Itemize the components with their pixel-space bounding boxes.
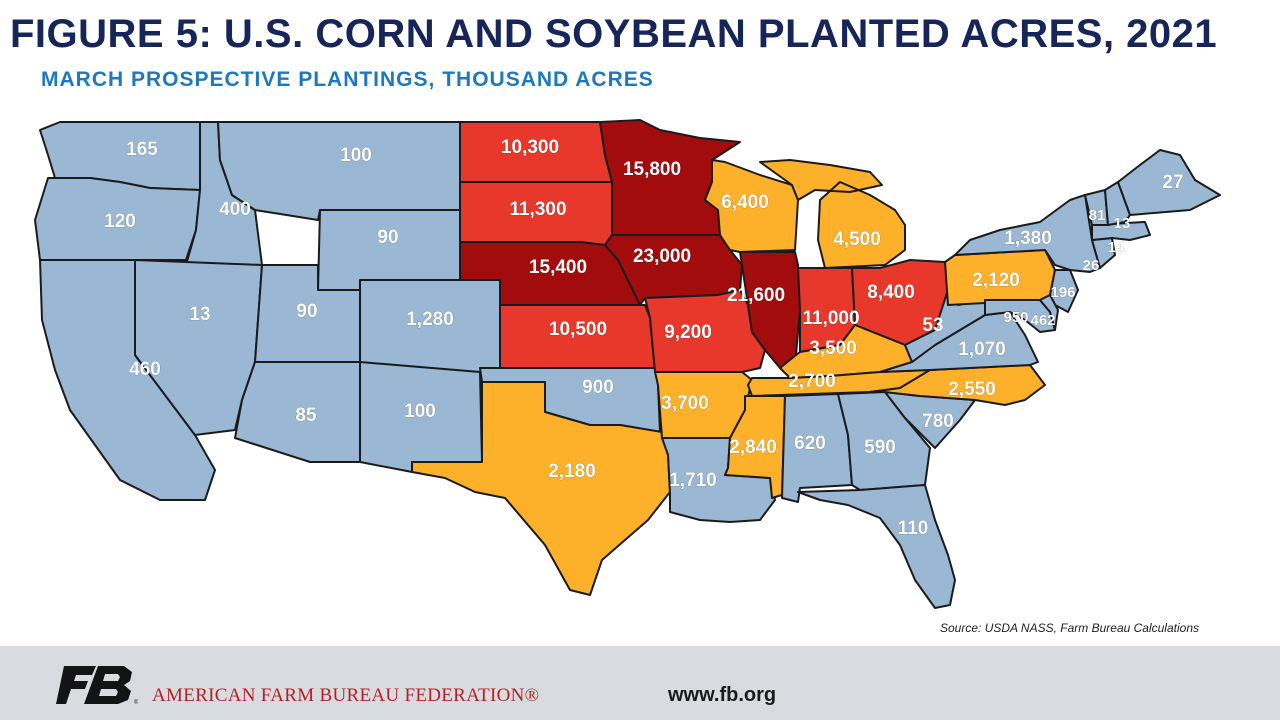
value-label-TX: 2,180 [548, 461, 596, 482]
value-label-NH: 13 [1114, 215, 1131, 232]
value-label-CO: 1,280 [406, 309, 454, 330]
source-note: Source: USDA NASS, Farm Bureau Calculati… [940, 621, 1199, 635]
fb-logo: ® [56, 664, 139, 706]
footer-bar: ® AMERICAN FARM BUREAU FEDERATION® www.f… [0, 646, 1280, 720]
value-label-VT: 81 [1089, 207, 1106, 224]
value-label-NJ: 196 [1050, 284, 1075, 301]
state-MI [759, 159, 906, 269]
state-FL [797, 484, 956, 609]
value-label-AR: 3,700 [661, 393, 709, 414]
value-label-MT: 100 [340, 145, 372, 166]
value-label-PA: 2,120 [972, 270, 1020, 291]
state-NH [1104, 181, 1131, 226]
value-label-NM: 100 [404, 401, 436, 422]
state-NC [869, 364, 1046, 406]
value-label-GA: 590 [864, 437, 896, 458]
value-label-ND: 10,300 [501, 137, 559, 158]
value-label-LA: 1,710 [669, 470, 717, 491]
value-label-NV: 13 [189, 304, 210, 325]
state-ME [1117, 149, 1221, 216]
page-title: FIGURE 5: U.S. CORN AND SOYBEAN PLANTED … [10, 12, 1218, 56]
value-label-DE: 462 [1030, 312, 1055, 329]
value-label-MS: 2,840 [729, 437, 777, 458]
value-label-MO: 9,200 [664, 322, 712, 343]
value-label-UT: 90 [296, 301, 317, 322]
value-label-OR: 120 [104, 211, 136, 232]
state-DE [1039, 294, 1059, 331]
value-label-CT: 26 [1083, 257, 1100, 274]
value-label-ID: 400 [219, 199, 251, 220]
value-label-NC: 2,550 [948, 379, 996, 400]
value-label-WI: 6,400 [721, 192, 769, 213]
value-label-CA: 460 [129, 359, 161, 380]
state-WY [317, 209, 461, 291]
value-label-VA: 1,070 [958, 339, 1006, 360]
state-MT [217, 121, 461, 221]
value-label-IN: 11,000 [802, 308, 859, 329]
value-label-OK: 900 [582, 377, 614, 398]
website-link[interactable]: www.fb.org [668, 684, 777, 706]
org-name: AMERICAN FARM BUREAU FEDERATION® [152, 685, 540, 706]
us-map-svg: 165 120 460 400 13 100 90 90 1,280 85 10… [34, 119, 1221, 609]
svg-text:®: ® [134, 699, 138, 706]
state-shapes [34, 119, 1221, 609]
value-label-NE: 15,400 [529, 257, 587, 278]
value-label-KY: 3,500 [809, 338, 857, 359]
value-label-WV: 53 [922, 315, 943, 336]
value-label-FL: 110 [898, 518, 929, 539]
value-label-SD: 11,300 [509, 199, 566, 220]
value-label-TN: 2,700 [788, 371, 836, 392]
state-MA [1091, 221, 1151, 241]
value-label-ME: 27 [1162, 172, 1183, 193]
value-label-MN: 15,800 [623, 159, 681, 180]
value-label-SC: 780 [922, 411, 954, 432]
value-label-MD: 950 [1003, 309, 1028, 326]
us-map: 165 120 460 400 13 100 90 90 1,280 85 10… [0, 100, 1280, 620]
value-label-KS: 10,500 [549, 319, 607, 340]
value-label-OH: 8,400 [867, 282, 915, 303]
fb-logo-icon: ® [56, 666, 139, 706]
value-label-NY: 1,380 [1004, 228, 1052, 249]
state-labels: 165 120 460 400 13 100 90 90 1,280 85 10… [104, 137, 1184, 540]
value-label-WY: 90 [377, 227, 398, 248]
value-label-AL: 620 [794, 433, 826, 454]
value-label-IA: 23,000 [633, 246, 691, 267]
value-label-MI: 4,500 [833, 229, 881, 250]
page-subtitle: MARCH PROSPECTIVE PLANTINGS, THOUSAND AC… [41, 68, 654, 91]
value-label-AZ: 85 [295, 405, 317, 426]
state-TX [411, 381, 671, 596]
value-label-IL: 21,600 [727, 285, 785, 306]
value-label-WA: 165 [126, 139, 158, 160]
value-label-MA: 14 [1108, 239, 1125, 256]
